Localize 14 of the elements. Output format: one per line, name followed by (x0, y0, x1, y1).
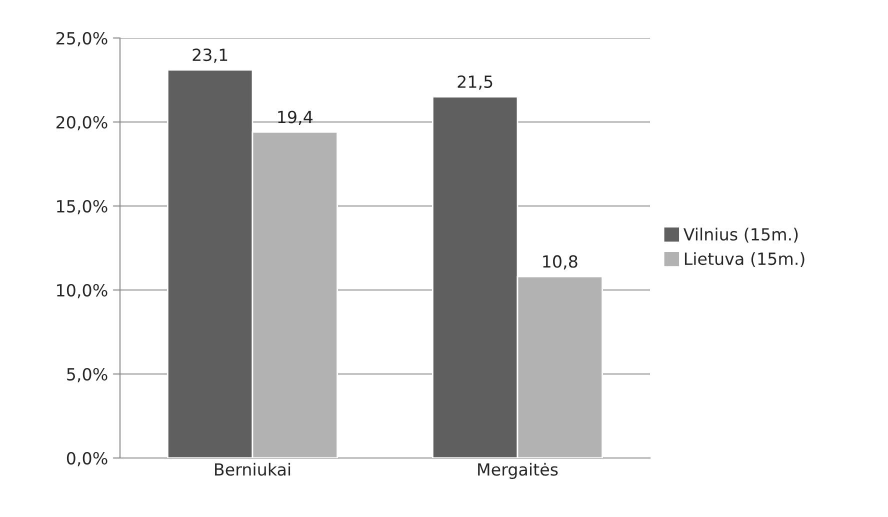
y-tick-label: 25,0% (56, 32, 108, 46)
y-tick-label: 5,0% (67, 368, 108, 382)
x-tick-label: Mergaitės (478, 462, 558, 479)
y-tick-label: 0,0% (66, 452, 108, 466)
data-label: 19,4 (278, 110, 313, 125)
y-tick-label: 15,0% (57, 200, 108, 214)
y-tick-label: 10,0% (57, 284, 108, 298)
data-label: 10,8 (543, 255, 578, 270)
data-label: 21,5 (458, 75, 492, 90)
data-label: 23,1 (192, 48, 228, 63)
legend-label: Lietuva (15m.) (684, 252, 804, 268)
x-tick-label: Berniukai (215, 462, 290, 476)
y-tick-label: 20,0% (56, 116, 108, 130)
legend-label: Vilnius (15m.) (683, 228, 798, 243)
